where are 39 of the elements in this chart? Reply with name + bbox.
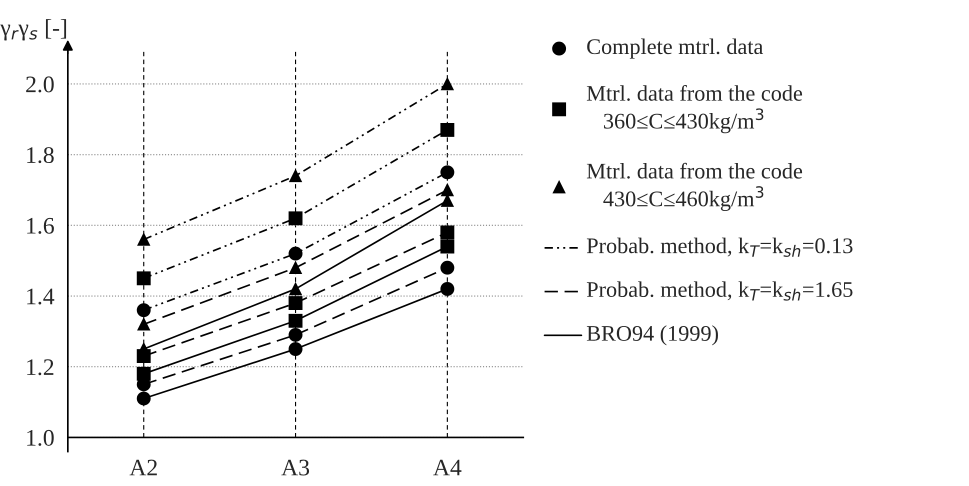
point [440, 122, 454, 137]
point [136, 271, 151, 286]
point [136, 366, 151, 381]
point [288, 342, 302, 356]
text: Complete mtrl. data [587, 38, 764, 59]
point [440, 240, 454, 254]
point [137, 318, 150, 331]
point [441, 78, 454, 90]
x-tick-label: A2 [130, 460, 157, 476]
y-tick-label: 2.0 [26, 76, 54, 92]
y-tick-label: 1.4 [27, 288, 54, 305]
point [136, 303, 151, 318]
point [136, 392, 151, 406]
text: Mtrl. data from the code 360≤C≤430kg/m$^{3}$ [586, 84, 802, 134]
y-tick-label: 1.8 [27, 147, 54, 164]
point [137, 233, 150, 246]
text: BRO94 (1999) [586, 325, 718, 346]
point [440, 165, 454, 180]
point [289, 170, 302, 182]
y-tick-label: 1.0 [27, 430, 54, 446]
point [288, 328, 302, 342]
point [440, 260, 454, 275]
y-tick-label: 1.6 [27, 218, 54, 234]
point [288, 296, 302, 310]
text: Mtrl. data from the code 430≤C≤460kg/m$^{3}$ [586, 162, 802, 211]
x-tick-label: A3 [281, 460, 310, 476]
text: Probab. method, k$_{T}$=k$_{sh}$=0.13 [586, 238, 852, 257]
y-tick-label: 1.2 [27, 359, 54, 376]
point [440, 225, 454, 240]
point [288, 246, 302, 261]
point [288, 314, 302, 328]
point [289, 261, 302, 274]
point [288, 211, 302, 226]
point [441, 184, 454, 196]
point [289, 282, 302, 296]
text: Probab. method, k$_{T}$=k$_{sh}$=1.65 [586, 281, 852, 301]
x-tick-label: A4 [433, 460, 462, 476]
point [440, 282, 454, 296]
y-axis-title: γ$_{r}$γ$_{s}$ [-] [0, 19, 66, 41]
